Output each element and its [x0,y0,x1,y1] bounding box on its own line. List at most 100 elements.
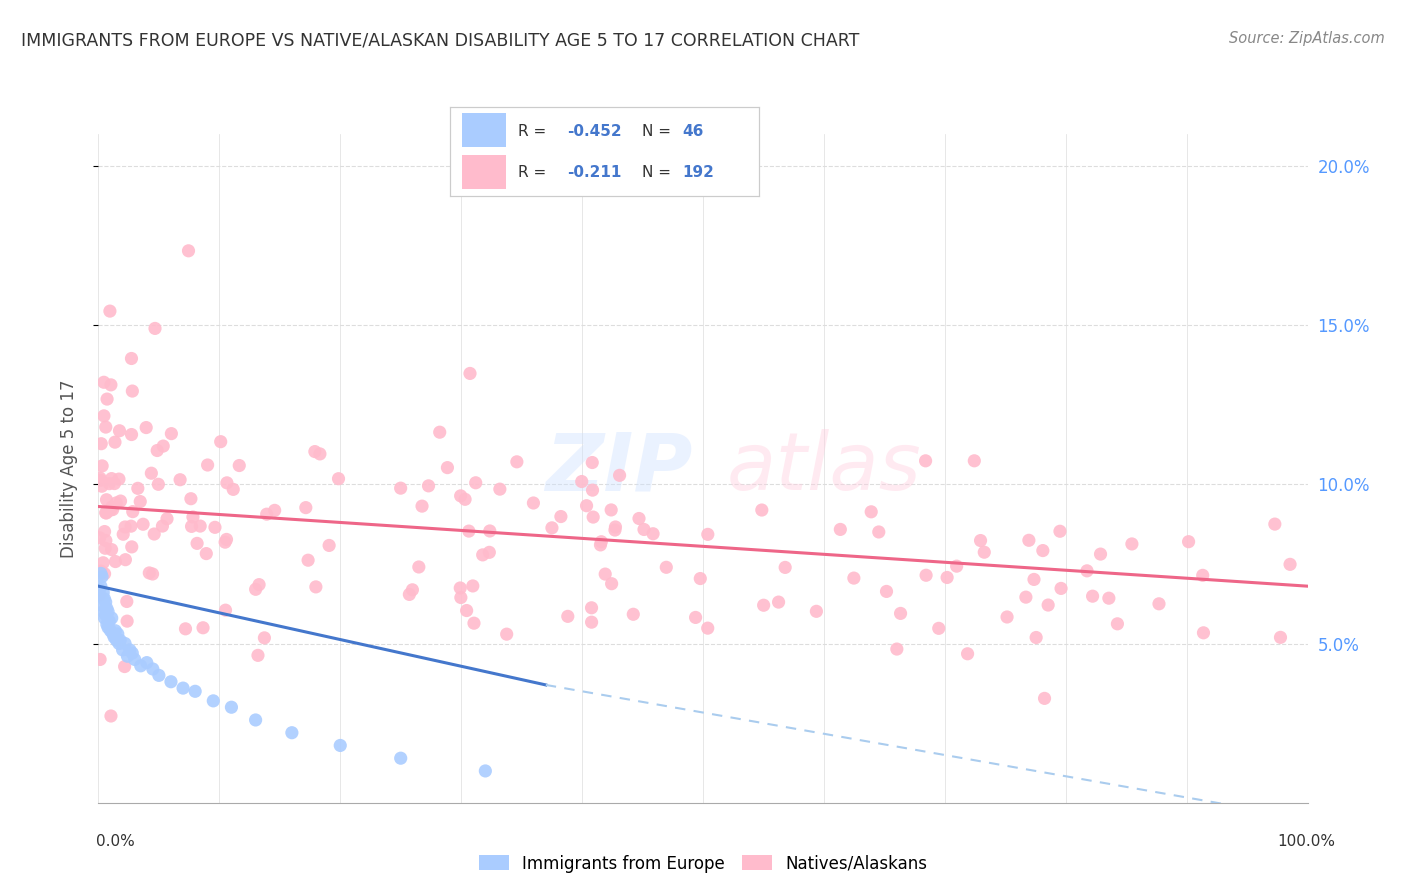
Point [457,524,479,538]
Point [93,376,115,390]
Point [100,624,122,638]
Point [474,764,496,778]
Point [94,607,117,622]
Point [450,591,472,605]
Point [129,658,152,673]
Point [101,502,124,516]
Point [103,630,125,644]
Text: 100.0%: 100.0% [1278,834,1336,849]
Point [93,591,115,606]
Point [215,533,238,547]
Point [768,595,790,609]
Point [89,652,111,666]
Point [641,526,664,541]
Point [100,611,122,625]
Text: 0.0%: 0.0% [96,834,135,849]
Point [121,505,143,519]
Point [89,531,111,545]
Point [751,503,773,517]
Point [263,503,285,517]
Point [146,443,169,458]
Point [222,483,245,497]
Point [96,492,118,507]
Point [956,647,979,661]
Point [172,681,194,695]
Point [98,476,121,491]
Text: -0.211: -0.211 [568,165,621,179]
Point [107,627,129,641]
Point [112,527,135,541]
Point [100,472,122,486]
Point [1192,625,1215,640]
Point [418,479,440,493]
Point [100,503,122,517]
Point [114,552,136,566]
Point [108,424,131,438]
Text: 46: 46 [682,124,703,138]
Point [121,646,143,660]
Point [969,533,991,548]
Point [245,582,267,597]
Point [1147,597,1170,611]
Point [886,642,908,657]
Point [1191,568,1213,582]
Point [108,633,131,648]
Point [90,564,112,578]
Point [581,456,603,470]
Point [94,506,117,520]
Point [318,538,340,552]
Point [105,633,128,648]
Point [603,523,626,537]
Point [1090,547,1112,561]
Point [181,510,204,524]
Point [655,560,678,574]
Point [135,656,157,670]
Point [96,392,118,406]
Point [478,545,501,559]
Point [463,616,485,631]
Point [186,536,208,550]
Point [581,600,603,615]
Point [96,506,118,520]
Point [773,560,796,574]
Point [489,482,512,496]
Point [195,547,218,561]
Point [177,244,200,258]
Point [281,725,304,739]
Point [94,533,117,548]
Point [256,507,278,521]
Point [401,582,423,597]
Point [121,427,143,442]
Point [868,524,890,539]
Point [90,436,112,450]
Point [522,496,544,510]
Point [627,511,650,525]
Point [91,599,114,613]
Point [221,700,243,714]
Point [411,499,433,513]
Point [180,519,202,533]
Point [945,559,967,574]
Point [127,481,149,495]
Point [581,615,603,630]
Point [94,420,117,434]
Point [89,589,111,603]
Point [591,534,613,549]
Point [209,434,232,449]
Point [174,622,197,636]
Text: R =: R = [517,124,551,138]
Point [114,520,136,534]
Point [120,519,142,533]
Point [104,624,127,638]
Point [890,607,912,621]
Point [245,713,267,727]
Point [91,569,114,583]
Point [148,668,170,682]
Point [91,605,114,619]
Point [609,468,631,483]
Point [93,566,115,581]
Point [96,617,118,632]
Point [450,489,472,503]
Point [214,535,236,549]
Text: atlas: atlas [727,429,921,508]
